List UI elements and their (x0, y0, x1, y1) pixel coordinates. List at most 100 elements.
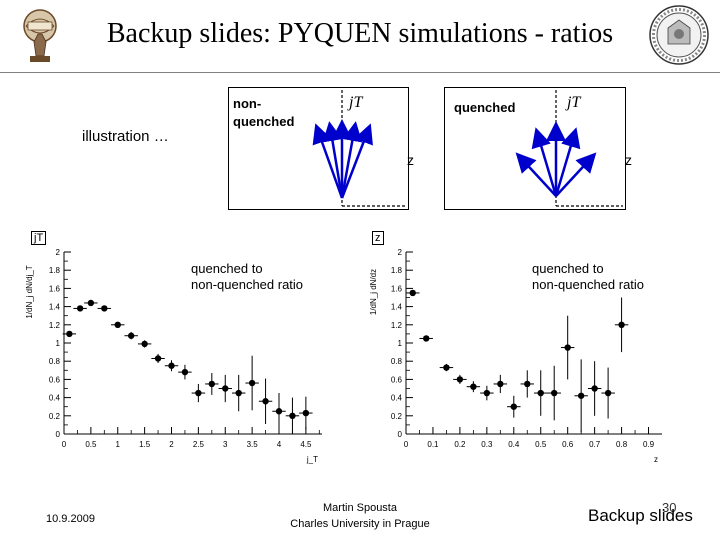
data-point (154, 355, 162, 362)
x-axis-label: j_T (306, 455, 318, 464)
data-point (577, 392, 585, 399)
data-point (101, 305, 108, 312)
slide-title: Backup slides: PYQUEN simulations - rati… (106, 18, 614, 49)
y-tick-label: 1 (398, 339, 403, 348)
y-tick-label: 1.6 (49, 284, 61, 293)
data-point (483, 389, 491, 397)
y-tick-label: 0.4 (391, 394, 403, 403)
data-point (443, 364, 450, 371)
footer-page-number: 30 (662, 500, 677, 515)
quenched-arrow-fan (515, 90, 623, 207)
y-tick-label: 0.6 (49, 375, 61, 384)
x-tick-label: 0.5 (535, 440, 547, 449)
y-tick-label: 0.2 (391, 412, 403, 421)
z-ratio-plot-svg: 0 0.2 0.4 0.6 0.8 1 1.2 1.4 1.6 1.8 2 0 0.1 0.2 0.3 0.4… (369, 248, 662, 464)
y-tick-label: 0.8 (391, 357, 403, 366)
jt-ratio-note-line1: quenched to (191, 261, 263, 276)
x-tick-label: 4.5 (300, 440, 312, 449)
data-point (114, 321, 121, 328)
data-point (524, 380, 531, 388)
footer-section-label: Backup slides (588, 506, 693, 525)
z-ratio-note-line2: non-quenched ratio (532, 277, 645, 292)
non-quenched-label-line2: quenched (233, 114, 295, 129)
x-tick-label: 0 (62, 440, 67, 449)
y-tick-label: 2 (398, 248, 403, 257)
y-tick-label: 0 (56, 430, 61, 439)
y-tick-label: 1.4 (391, 303, 403, 312)
data-point (262, 398, 269, 405)
data-point (456, 376, 464, 383)
y-tick-label: 0.4 (49, 394, 61, 403)
footer-date: 10.9.2009 (46, 513, 95, 525)
data-point (302, 409, 310, 417)
y-tick-label: 1.2 (49, 321, 61, 330)
data-point (76, 305, 84, 312)
y-axis-label: 1/dN_j dN/dz (369, 269, 378, 315)
data-point (470, 383, 477, 390)
jt-ratio-note-line2: non-quenched ratio (191, 277, 304, 292)
title-divider (0, 72, 720, 73)
x-tick-label: 0.2 (454, 440, 466, 449)
data-point (618, 321, 625, 328)
x-tick-label: 0 (404, 440, 409, 449)
y-tick-label: 0.6 (391, 375, 403, 384)
data-point (222, 385, 229, 392)
data-point (248, 379, 256, 387)
data-point (235, 389, 242, 397)
x-tick-label: 0.5 (85, 440, 97, 449)
x-tick-label: 1.5 (139, 440, 151, 449)
data-point (537, 389, 544, 397)
y-tick-label: 0.2 (49, 412, 61, 421)
non-quenched-jt-label: jT (349, 94, 363, 111)
data-point (289, 412, 296, 419)
x-tick-label: 0.6 (562, 440, 574, 449)
y-tick-label: 2 (56, 248, 61, 257)
data-point (423, 335, 430, 342)
data-point (591, 385, 598, 392)
x-tick-label: 0.3 (481, 440, 493, 449)
jt-corner-label: jT (31, 231, 47, 245)
quenched-jt-label: jT (567, 94, 581, 111)
footer-author: Martin Spousta (323, 502, 397, 514)
university-seal-logo (648, 4, 710, 66)
data-point (87, 299, 95, 307)
x-tick-label: 2 (169, 440, 174, 449)
x-axis-label: z (654, 455, 658, 464)
z-ratio-note-line1: quenched to (532, 261, 604, 276)
footer-institution: Charles University in Prague (290, 518, 430, 530)
y-tick-label: 1.4 (49, 303, 61, 312)
non-quenched-z-label: z (407, 152, 414, 168)
data-point (141, 340, 148, 348)
y-tick-label: 1.6 (391, 284, 403, 293)
x-tick-label: 0.7 (589, 440, 601, 449)
z-ratio-plot: 0 0.2 0.4 0.6 0.8 1 1.2 1.4 1.6 1.8 2 0 0.1 0.2 0.3 0.4… (366, 228, 706, 468)
x-tick-label: 0.1 (427, 440, 439, 449)
x-tick-label: 0.8 (616, 440, 628, 449)
data-point (409, 289, 416, 297)
data-point (510, 403, 517, 410)
data-point (127, 332, 135, 339)
non-quenched-arrow-fan (312, 90, 407, 207)
data-point (604, 389, 612, 397)
y-tick-label: 1.8 (49, 266, 61, 275)
x-tick-label: 3 (223, 440, 228, 449)
jt-ratio-plot-svg: 0 0.2 0.4 0.6 0.8 1 1.2 1.4 1.6 1.8 2 0 0.5 1 1.5 2 2.5 3… (25, 248, 322, 464)
data-point (195, 389, 202, 397)
quenched-diagram: quenched jT z (444, 87, 632, 210)
y-tick-label: 0.8 (49, 357, 61, 366)
x-tick-label: 3.5 (247, 440, 259, 449)
data-point (564, 344, 571, 351)
x-tick-label: 2.5 (193, 440, 205, 449)
data-point (208, 380, 216, 388)
illustration-label: illustration … (82, 128, 169, 145)
x-tick-label: 0.4 (508, 440, 520, 449)
data-point (551, 389, 558, 397)
atlas-logo (12, 6, 68, 68)
data-point (66, 330, 73, 338)
quenched-z-label: z (625, 152, 632, 168)
data-point (168, 362, 175, 369)
quenched-label: quenched (454, 100, 516, 115)
data-point (181, 368, 189, 376)
x-tick-label: 4 (277, 440, 282, 449)
y-tick-label: 0 (398, 430, 403, 439)
